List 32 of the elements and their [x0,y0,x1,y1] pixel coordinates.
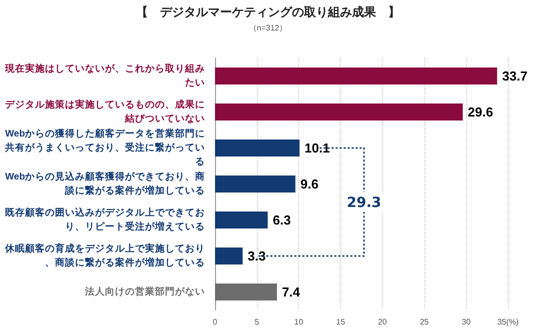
x-tick-label: 15 [336,318,346,326]
data-label: 29.6 [468,104,494,120]
y-tick-label: デジタル施策は実施しているものの、成果に結びついていない [5,98,205,124]
x-tick-label: 20 [378,318,388,326]
x-tick-label: 0 [212,318,218,326]
data-label: 6.3 [272,212,291,228]
x-tick-label: 35(%) [497,318,520,326]
y-tick-label: 法人向けの営業部門がない [84,286,205,298]
bar [215,140,300,156]
y-tick-label: Webからの見込み顧客獲得ができており、商談に繋がる案件が増加している [5,170,205,196]
bar [215,104,463,120]
annotation: 29.3 [346,195,382,211]
x-tick-label: 5 [254,318,260,326]
bar [215,248,243,264]
y-tick-label: 休眠顧客の育成をデジタル上で実施しており、商談に繋がる案件が増加している [4,242,205,268]
y-tick-label: 現在実施はしていないが、これから取り組みたい [4,62,205,88]
x-tick-label: 10 [294,318,304,326]
data-label: 3.3 [248,248,266,264]
data-label: 9.6 [300,176,318,192]
bar [215,212,268,228]
data-label: 7.4 [282,284,301,300]
x-tick-label: 30 [462,318,472,326]
y-tick-label: Webからの獲得した顧客データを営業部門に共有がうまくいっており、受注に繋がっている [4,128,205,168]
y-tick-label: 既存顧客の囲い込みがデジタル上でできており、リピート受注が増えている [5,206,205,232]
chart-title: 【 デジタルマーケティングの取り組み成果 】 [136,5,400,19]
x-tick-label: 25 [420,318,430,326]
bar [215,284,277,300]
data-label: 33.7 [502,68,528,84]
data-label: 10.1 [304,140,330,156]
bar [215,68,498,84]
chart-subtitle: （n=312） [248,24,288,32]
bar [215,176,296,192]
